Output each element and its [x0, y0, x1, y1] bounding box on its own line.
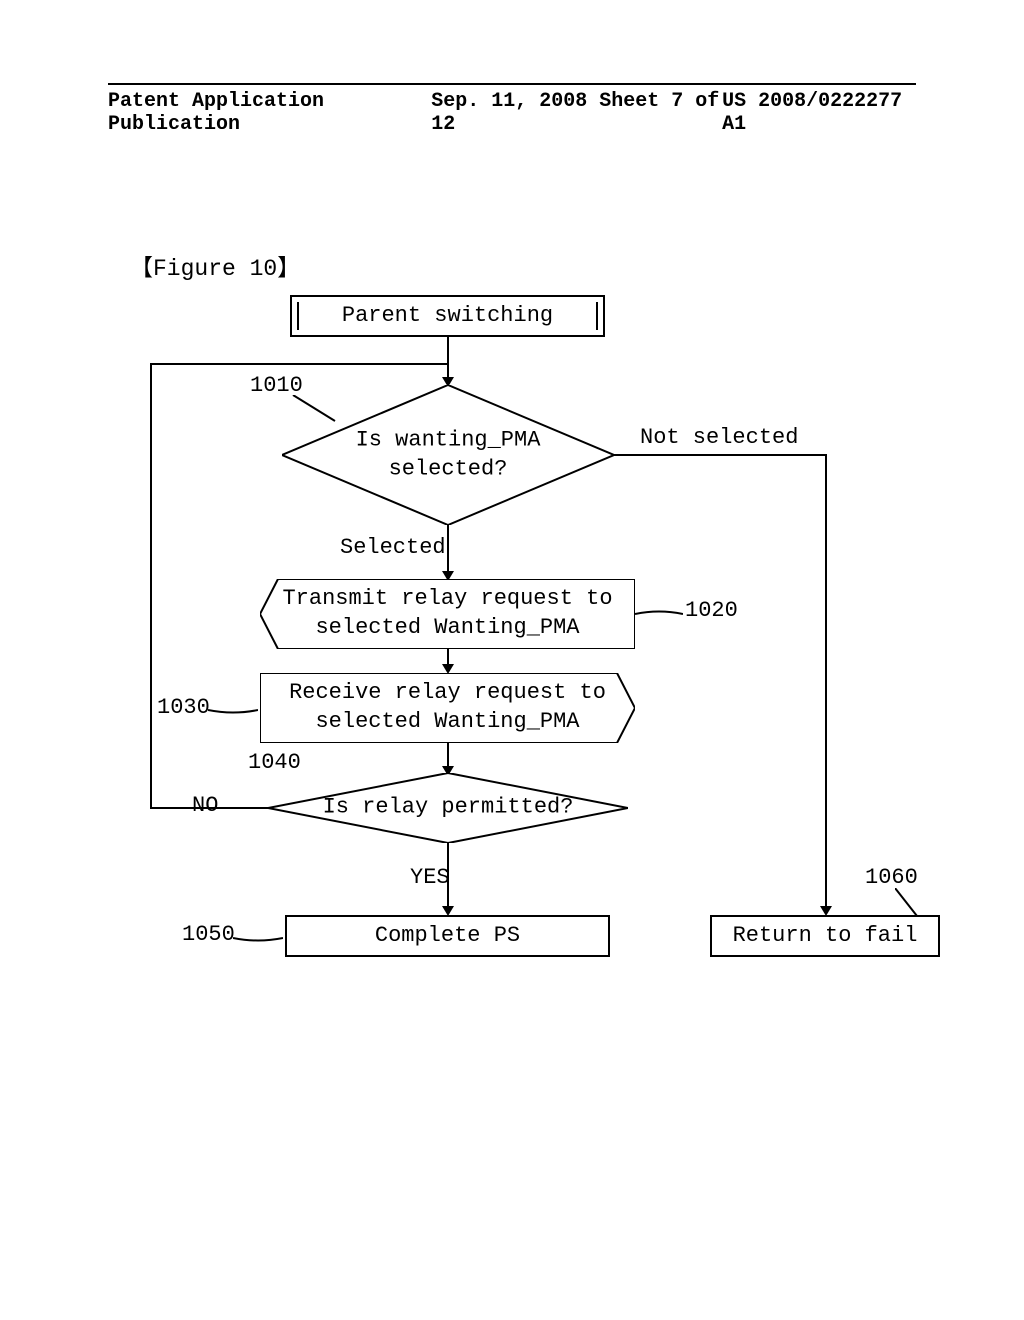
header-center: Sep. 11, 2008 Sheet 7 of 12 — [431, 90, 722, 136]
header-right: US 2008/0222277 A1 — [722, 90, 916, 136]
label-not-selected: Not selected — [640, 425, 798, 450]
figure-label: 【Figure 10】 — [130, 248, 300, 282]
process-receive: Receive relay request to selected Wantin… — [260, 673, 635, 743]
ref-1030: 1030 — [157, 695, 210, 720]
page-header: Patent Application Publication Sep. 11, … — [108, 83, 916, 136]
ref-1050: 1050 — [182, 922, 235, 947]
decision-relay-permitted: Is relay permitted? — [268, 773, 628, 843]
end-complete: Complete PS — [285, 915, 610, 957]
ref-1020: 1020 — [685, 598, 738, 623]
label-selected: Selected — [340, 535, 446, 560]
label-yes: YES — [410, 865, 450, 890]
process-transmit: Transmit relay request to selected Wanti… — [260, 579, 635, 649]
ref-1040: 1040 — [248, 750, 301, 775]
flowchart: Parent switching Is wanting_PMA selected… — [130, 295, 930, 975]
end-fail: Return to fail — [710, 915, 940, 957]
label-no: NO — [192, 793, 218, 818]
start-node: Parent switching — [290, 295, 605, 337]
ref-1060: 1060 — [865, 865, 918, 890]
header-left: Patent Application Publication — [108, 90, 431, 136]
